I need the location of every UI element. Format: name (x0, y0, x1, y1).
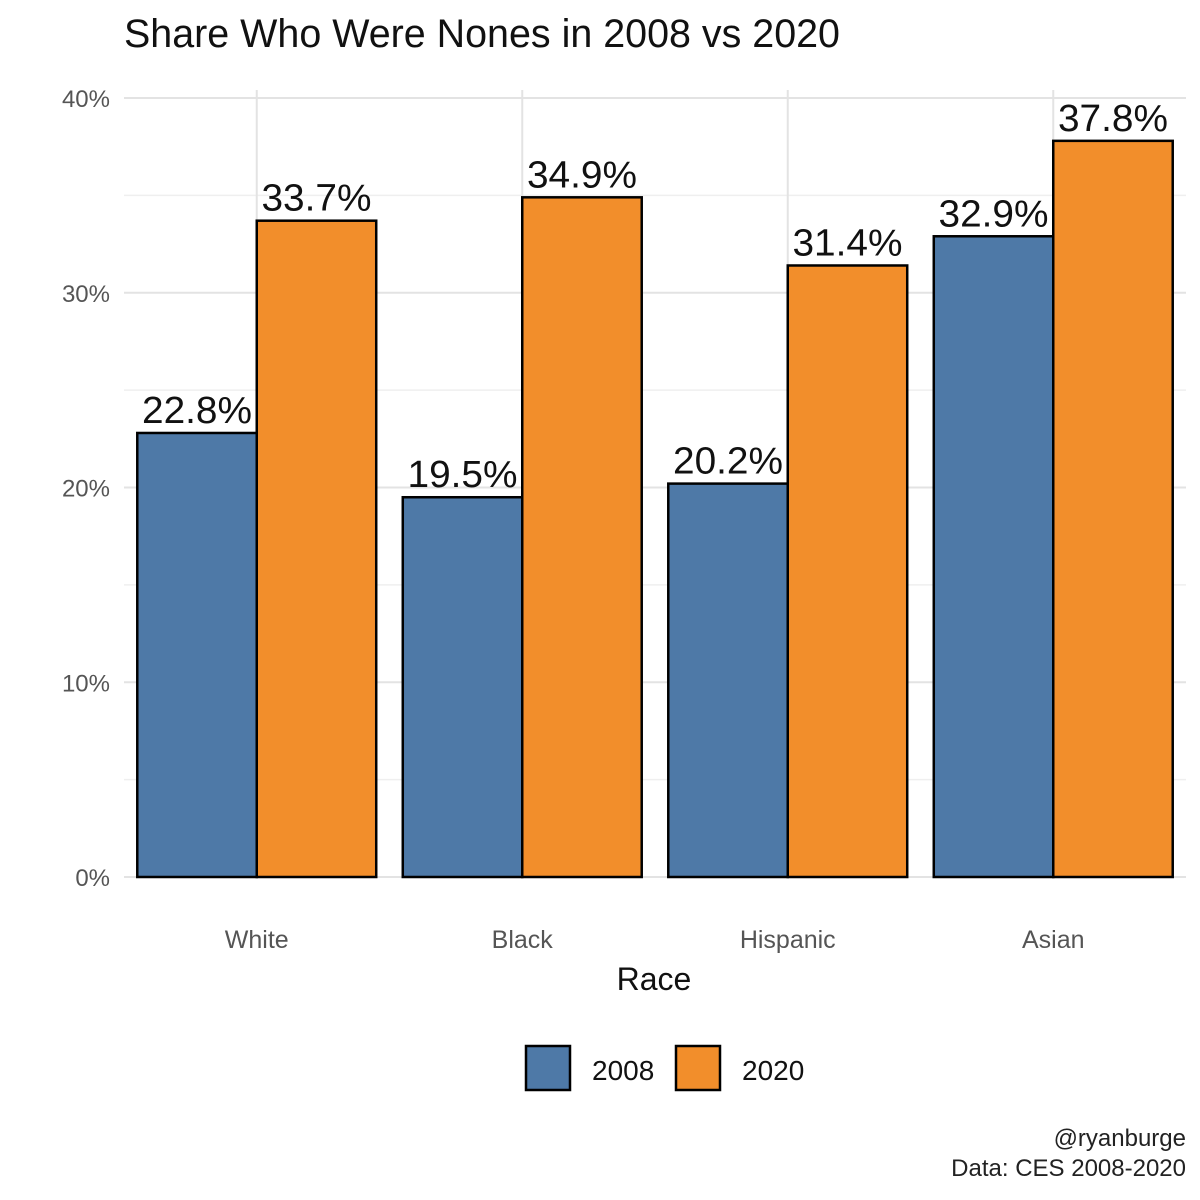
x-tick-label: White (225, 926, 289, 954)
x-tick-label: Hispanic (740, 926, 836, 954)
bar-value-label: 32.9% (939, 193, 1049, 235)
legend-label-2008: 2008 (592, 1055, 654, 1086)
y-tick-label: 0% (75, 865, 110, 892)
y-axis-ticks: 0% 10% 20% 30% 40% (62, 86, 110, 892)
x-axis-ticks: White Black Hispanic Asian (225, 926, 1085, 954)
bar-value-label: 22.8% (142, 390, 252, 432)
bar-value-label: 31.4% (792, 222, 902, 264)
bar-2020-asian (1052, 139, 1174, 879)
bar-2008-white (136, 431, 258, 879)
y-tick-label: 30% (62, 281, 110, 308)
bar-2008-hispanic (667, 482, 790, 879)
x-tick-label: Black (492, 926, 554, 954)
bars: 22.8% 33.7% 19.5% 34.9% 20.2% 31.4% 32.9% 37.8% (136, 98, 1174, 879)
y-tick-label: 20% (62, 476, 110, 503)
bar-2020-black (521, 196, 643, 879)
legend-label-2020: 2020 (742, 1055, 804, 1086)
chart-title: Share Who Were Nones in 2008 vs 2020 (124, 12, 840, 56)
legend-swatch-2020 (674, 1044, 722, 1092)
bar-value-label: 34.9% (527, 154, 637, 196)
legend-swatch-2008 (524, 1044, 572, 1092)
x-axis-label: Race (617, 961, 692, 997)
bar-2008-black (401, 495, 524, 879)
y-tick-label: 10% (62, 670, 110, 697)
bar-value-label: 19.5% (408, 454, 518, 496)
y-tick-label: 40% (62, 86, 110, 113)
bar-value-label: 20.2% (673, 441, 783, 483)
bar-2020-white (255, 219, 378, 879)
caption-handle: @ryanburge (1054, 1125, 1186, 1152)
bar-value-label: 33.7% (261, 178, 371, 220)
x-tick-label: Asian (1022, 926, 1085, 954)
legend: 2008 2020 (524, 1044, 804, 1092)
caption-source: Data: CES 2008-2020 (951, 1155, 1186, 1182)
bar-2020-hispanic (786, 264, 909, 879)
bar-value-label: 37.8% (1058, 98, 1168, 140)
bar-2008-asian (932, 235, 1055, 879)
